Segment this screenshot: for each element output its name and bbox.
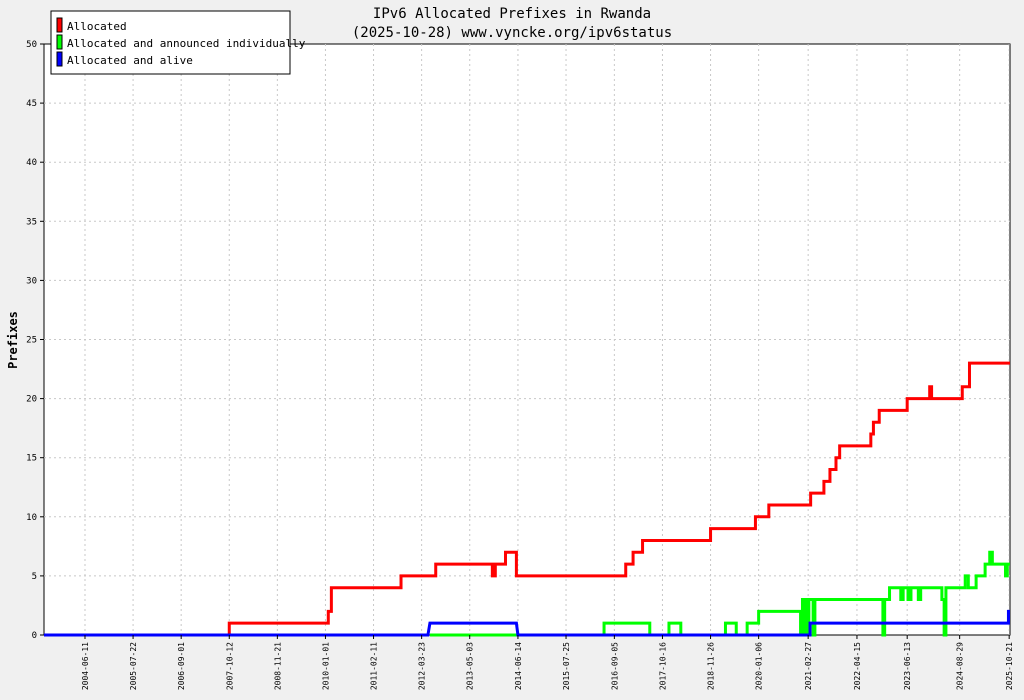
y-tick-label: 40 — [26, 158, 37, 168]
chart-title: IPv6 Allocated Prefixes in Rwanda — [373, 6, 651, 22]
y-tick-label: 0 — [32, 631, 37, 641]
x-tick-label: 2023-06-13 — [903, 642, 912, 690]
legend-swatch-alive — [56, 51, 63, 67]
x-tick-label: 2022-04-15 — [853, 642, 862, 690]
x-tick-label: 2024-08-29 — [956, 642, 965, 690]
legend-swatch-announced — [56, 34, 63, 50]
x-tick-label: 2018-11-26 — [707, 642, 716, 690]
axis-layer: 0 5 10 15 20 25 30 35 40 45 50 2004-06-11 2005-07-22… — [26, 40, 1014, 690]
x-tick-label: 2015-07-25 — [562, 642, 571, 690]
y-tick-label: 20 — [26, 395, 37, 405]
y-tick-label: 25 — [26, 336, 37, 346]
x-tick-label: 2010-01-01 — [321, 642, 330, 690]
x-tick-label: 2020-01-06 — [755, 642, 764, 690]
series-line-1 — [429, 550, 1010, 637]
y-tick-label: 15 — [26, 454, 37, 464]
series-layer — [44, 361, 1010, 637]
x-tick-label: 2006-09-01 — [177, 642, 186, 690]
y-tick-label: 50 — [26, 40, 37, 50]
legend-box — [50, 10, 291, 75]
series-line-2 — [44, 609, 1010, 637]
x-tick-label: 2007-10-12 — [225, 642, 234, 690]
x-tick-label: 2025-10-21 — [1005, 642, 1014, 690]
y-tick-label: 10 — [26, 513, 37, 523]
legend-label-announced: Allocated and announced individually — [67, 37, 306, 50]
x-tick-label: 2011-02-11 — [370, 642, 379, 690]
grid-layer — [44, 44, 1010, 635]
x-tick-label: 2017-10-16 — [658, 642, 667, 690]
series-line-0 — [44, 361, 1010, 637]
y-tick-label: 5 — [32, 572, 37, 582]
x-tick-label: 2012-03-23 — [418, 642, 427, 690]
chart-subtitle: (2025-10-28) www.vyncke.org/ipv6status — [352, 25, 672, 41]
x-tick-label: 2004-06-11 — [81, 642, 90, 690]
x-tick-label: 2016-09-05 — [610, 642, 619, 690]
x-tick-label: 2014-06-14 — [514, 642, 523, 690]
legend-label-allocated: Allocated — [67, 20, 127, 33]
x-tick-label: 2008-11-21 — [273, 642, 282, 690]
x-tick-label: 2013-05-03 — [466, 642, 475, 690]
y-tick-label: 35 — [26, 217, 37, 227]
legend-label-alive: Allocated and alive — [67, 54, 193, 67]
y-axis-label: Prefixes — [6, 311, 20, 369]
x-tick-label: 2021-02-27 — [804, 642, 813, 690]
y-tick-label: 30 — [26, 276, 37, 286]
x-tick-label: 2005-07-22 — [129, 642, 138, 690]
y-tick-label: 45 — [26, 99, 37, 109]
legend-swatch-allocated — [56, 17, 63, 33]
legend: Allocated Allocated and announced indivi… — [50, 10, 306, 75]
